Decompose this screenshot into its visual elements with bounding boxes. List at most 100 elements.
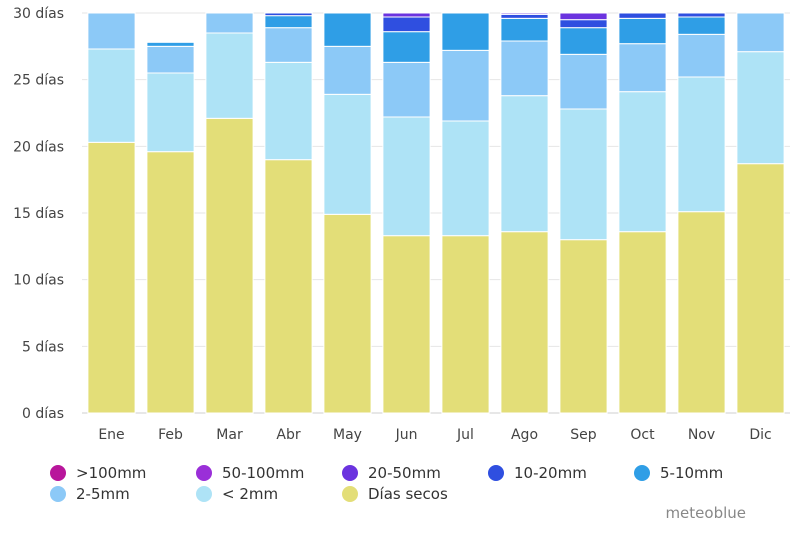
bar-segment[interactable] (500, 95, 549, 233)
legend-item[interactable]: 20-50mm (342, 464, 441, 482)
bar-segment[interactable] (264, 12, 313, 17)
bar-stack-group (87, 12, 785, 414)
bar-segment[interactable] (736, 12, 785, 53)
bar-segment[interactable] (87, 12, 136, 50)
legend-swatch (342, 465, 358, 481)
legend-swatch (634, 465, 650, 481)
legend-label: < 2mm (222, 485, 279, 503)
bar-segment[interactable] (205, 12, 254, 34)
x-tick-label: Sep (570, 427, 597, 443)
bar-segment[interactable] (559, 19, 608, 29)
bar-segment[interactable] (146, 151, 195, 414)
bar-segment[interactable] (500, 12, 549, 15)
bar-segment[interactable] (677, 211, 726, 414)
legend-item[interactable]: 10-20mm (488, 464, 587, 482)
y-axis-ticks: 0 días 5 días 10 días 15 días 20 días 25 días… (13, 6, 64, 422)
bar-segment[interactable] (618, 12, 667, 19)
bar-segment[interactable] (441, 12, 490, 51)
bar-segment[interactable] (382, 12, 431, 18)
legend-swatch (196, 486, 212, 502)
y-tick-label: 0 días (22, 406, 64, 422)
x-tick-label: Mar (216, 427, 243, 443)
bar-segment[interactable] (559, 53, 608, 110)
bar-segment[interactable] (205, 32, 254, 119)
legend-item[interactable]: 2-5mm (50, 485, 130, 503)
legend-item[interactable]: 5-10mm (634, 464, 723, 482)
bar-segment[interactable] (146, 72, 195, 153)
legend-item[interactable]: Días secos (342, 485, 448, 503)
bar-segment[interactable] (677, 16, 726, 35)
bar-segment[interactable] (382, 31, 431, 63)
legend-swatch (196, 465, 212, 481)
bar-segment[interactable] (559, 12, 608, 21)
bar-segment[interactable] (677, 33, 726, 78)
legend-swatch (488, 465, 504, 481)
bar-segment[interactable] (559, 239, 608, 414)
y-tick-label: 20 días (13, 139, 64, 155)
bar-segment[interactable] (500, 231, 549, 414)
x-tick-label: Feb (158, 427, 183, 443)
bar-segment[interactable] (382, 61, 431, 118)
bar-segment[interactable] (736, 163, 785, 414)
legend-item[interactable]: >100mm (50, 464, 146, 482)
bar-segment[interactable] (736, 51, 785, 165)
bar-segment[interactable] (500, 13, 549, 19)
brand-label: meteoblue (665, 504, 746, 522)
x-tick-label: Oct (630, 427, 655, 443)
x-tick-label: Ene (98, 427, 124, 443)
y-tick-label: 25 días (13, 73, 64, 89)
x-tick-label: Dic (749, 427, 771, 443)
legend-swatch (50, 465, 66, 481)
bar-segment[interactable] (323, 213, 372, 414)
bar-segment[interactable] (323, 93, 372, 215)
y-tick-label: 30 días (13, 6, 64, 22)
legend-swatch (342, 486, 358, 502)
bar-segment[interactable] (205, 117, 254, 414)
bar-segment[interactable] (618, 91, 667, 233)
bar-segment[interactable] (264, 61, 313, 161)
legend-label: >100mm (76, 464, 147, 482)
bar-segment[interactable] (618, 231, 667, 414)
legend-item[interactable]: 50-100mm (196, 464, 304, 482)
x-tick-label: Jun (395, 427, 418, 443)
x-axis-ticks: Ene Feb Mar Abr May Jun Jul Ago Sep Oct Nov Dic (98, 427, 771, 443)
x-tick-label: Abr (276, 427, 300, 443)
bar-segment[interactable] (677, 76, 726, 213)
legend-label: Días secos (368, 485, 448, 503)
x-tick-label: May (333, 427, 362, 443)
bar-segment[interactable] (87, 141, 136, 414)
legend-label: 20-50mm (368, 464, 441, 482)
legend-swatch (50, 486, 66, 502)
y-tick-label: 10 días (13, 273, 64, 289)
bar-segment[interactable] (264, 159, 313, 414)
bar-segment[interactable] (146, 45, 195, 74)
legend-label: 50-100mm (222, 464, 305, 482)
grid-lines (82, 12, 790, 414)
bar-segment[interactable] (146, 41, 195, 47)
legend-label: 2-5mm (76, 485, 130, 503)
y-tick-label: 5 días (22, 339, 64, 355)
x-tick-label: Nov (688, 427, 715, 443)
bar-segment[interactable] (323, 12, 372, 47)
bar-segment[interactable] (618, 43, 667, 93)
bar-segment[interactable] (323, 45, 372, 95)
bar-segment[interactable] (559, 27, 608, 55)
bar-segment[interactable] (382, 16, 431, 33)
bar-segment[interactable] (441, 120, 490, 237)
legend-item[interactable]: < 2mm (196, 485, 278, 503)
bar-segment[interactable] (382, 235, 431, 414)
bar-segment[interactable] (618, 17, 667, 45)
bar-segment[interactable] (382, 116, 431, 237)
bar-segment[interactable] (559, 108, 608, 241)
bar-segment[interactable] (264, 27, 313, 63)
legend-label: 10-20mm (514, 464, 587, 482)
precipitation-days-chart: 0 días 5 días 10 días 15 días 20 días 25 días… (13, 6, 790, 443)
bar-segment[interactable] (264, 15, 313, 29)
x-tick-label: Jul (456, 427, 474, 443)
bar-segment[interactable] (87, 48, 136, 143)
bar-segment[interactable] (441, 49, 490, 122)
bar-segment[interactable] (441, 235, 490, 414)
bar-segment[interactable] (500, 40, 549, 97)
bar-segment[interactable] (677, 12, 726, 18)
bar-segment[interactable] (500, 17, 549, 42)
